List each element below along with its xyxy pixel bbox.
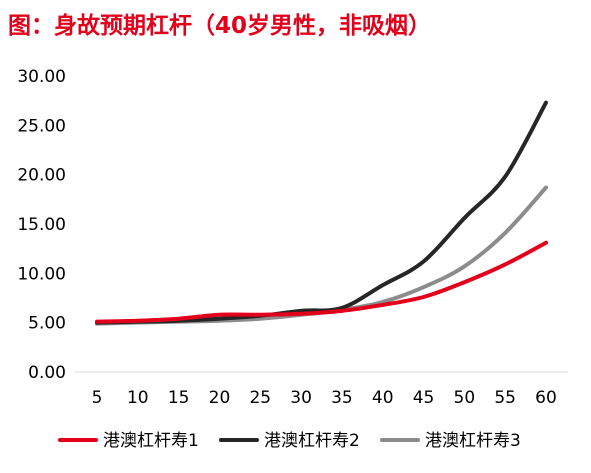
data-point <box>217 317 221 321</box>
legend-label: 港澳杠杆寿1 <box>103 431 199 451</box>
data-point <box>258 317 262 321</box>
legend-item-1: 港澳杠杆寿1 <box>58 431 199 451</box>
data-point <box>177 317 181 321</box>
data-point <box>136 319 140 323</box>
x-tick-label: 60 <box>535 388 557 408</box>
x-tick-label: 35 <box>331 388 353 408</box>
legend-label: 港澳杠杆寿3 <box>425 431 521 451</box>
data-point <box>544 101 548 105</box>
legend: 港澳杠杆寿1 港澳杠杆寿2 港澳杠杆寿3 <box>58 431 521 451</box>
data-point <box>340 306 344 310</box>
legend-item-3: 港澳杠杆寿3 <box>380 431 521 451</box>
series-2 <box>95 100 548 325</box>
y-tick-label: 5.00 <box>28 314 66 334</box>
data-point <box>462 216 466 220</box>
data-point <box>503 175 507 179</box>
y-tick-label: 30.00 <box>17 67 66 87</box>
data-point <box>217 313 221 317</box>
series-line-1 <box>95 240 548 324</box>
y-tick-label: 25.00 <box>17 116 66 136</box>
data-point <box>381 303 385 307</box>
x-tick-label: 40 <box>372 388 394 408</box>
data-point <box>544 185 548 189</box>
data-point <box>381 300 385 304</box>
x-tick-label: 10 <box>127 388 149 408</box>
series-1 <box>95 240 548 324</box>
x-tick-label: 20 <box>209 388 231 408</box>
chart-title: 图：身故预期杠杆（40岁男性，非吸烟） <box>8 13 432 39</box>
y-tick-label: 20.00 <box>17 166 66 186</box>
data-point <box>299 309 303 313</box>
y-tick-label: 10.00 <box>17 264 66 284</box>
legend-item-2: 港澳杠杆寿2 <box>219 431 360 451</box>
data-point <box>544 241 548 245</box>
series-line-2 <box>95 100 548 325</box>
data-point <box>462 264 466 268</box>
data-point <box>381 283 385 287</box>
series-3 <box>95 185 548 326</box>
axis-layer: 0.00 5.00 10.00 15.00 20.00 25.00 30.00 5 10 15 20… <box>17 67 568 408</box>
series-line-3 <box>95 185 548 326</box>
x-tick-label: 55 <box>494 388 516 408</box>
data-point <box>299 312 303 316</box>
series-layer <box>95 100 548 326</box>
data-point <box>503 262 507 266</box>
x-tick-label: 50 <box>454 388 476 408</box>
y-tick-label: 15.00 <box>17 215 66 235</box>
data-point <box>503 231 507 235</box>
data-point <box>422 285 426 289</box>
data-point <box>95 320 99 324</box>
data-point <box>422 259 426 263</box>
x-tick-label: 15 <box>168 388 190 408</box>
data-point <box>340 309 344 313</box>
x-tick-label: 45 <box>413 388 435 408</box>
x-tick-label: 30 <box>290 388 312 408</box>
data-point <box>462 280 466 284</box>
x-tick-label: 25 <box>249 388 271 408</box>
data-point <box>422 295 426 299</box>
legend-label: 港澳杠杆寿2 <box>264 431 360 451</box>
y-tick-label: 0.00 <box>28 363 66 383</box>
data-point <box>258 313 262 317</box>
x-tick-label: 5 <box>92 388 103 408</box>
